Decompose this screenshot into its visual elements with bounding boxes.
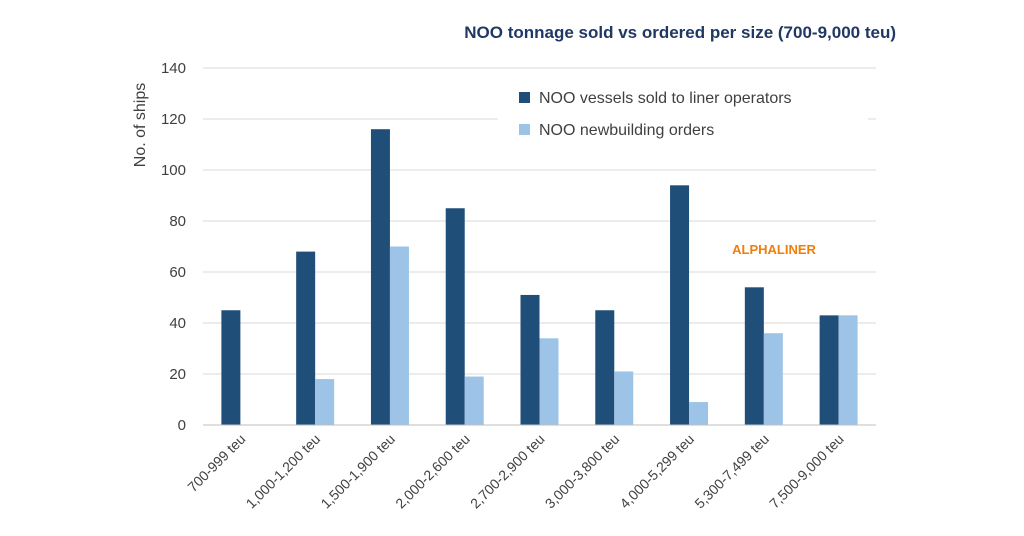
bar-sold-6 [670, 185, 690, 425]
y-tick-label: 120 [161, 111, 186, 128]
x-tick-label: 4,000-5,299 teu [617, 431, 698, 512]
legend-swatch-sold [519, 92, 530, 103]
bar-sold-0 [221, 310, 241, 425]
x-tick-label: 700-999 teu [184, 431, 248, 495]
x-tick-label: 2,000-2,600 teu [392, 431, 473, 512]
y-axis-label: No. of ships [132, 83, 149, 167]
x-tick-label: 2,700-2,900 teu [467, 431, 548, 512]
legend-swatch-orders [519, 124, 530, 135]
y-tick-label: 0 [178, 417, 186, 434]
bar-sold-2 [370, 129, 390, 425]
y-tick-label: 140 [161, 60, 186, 77]
bar-sold-1 [296, 251, 316, 425]
bar-sold-5 [595, 310, 615, 425]
y-tick-label: 100 [161, 162, 186, 179]
bar-orders-3 [464, 376, 484, 425]
bar-sold-7 [744, 287, 764, 425]
legend: NOO vessels sold to liner operators NOO … [498, 78, 868, 148]
legend-label-orders: NOO newbuilding orders [539, 122, 714, 139]
y-tick-label: 60 [169, 264, 186, 281]
x-tick-label: 1,500-1,900 teu [317, 431, 398, 512]
bar-sold-3 [445, 208, 465, 425]
x-tick-label: 3,000-3,800 teu [542, 431, 623, 512]
bars [221, 129, 858, 425]
bar-orders-4 [539, 338, 559, 425]
y-axis-ticks: 0 20 40 60 80 100 120 140 [161, 60, 186, 434]
bar-orders-1 [315, 379, 335, 425]
bar-orders-7 [763, 333, 783, 425]
bar-orders-2 [389, 246, 409, 425]
y-tick-label: 80 [169, 213, 186, 230]
bar-sold-4 [520, 294, 540, 425]
bar-orders-6 [689, 402, 709, 425]
x-tick-label: 5,300-7,499 teu [691, 431, 772, 512]
x-tick-label: 1,000-1,200 teu [243, 431, 324, 512]
bar-orders-5 [614, 371, 634, 425]
bar-sold-8 [819, 315, 839, 425]
alphaliner-watermark: ALPHALINER [732, 242, 816, 257]
y-tick-label: 40 [169, 315, 186, 332]
y-tick-label: 20 [169, 366, 186, 383]
bar-orders-8 [838, 315, 858, 425]
legend-label-sold: NOO vessels sold to liner operators [539, 90, 792, 107]
chart-title: NOO tonnage sold vs ordered per size (70… [464, 23, 896, 42]
legend-background [498, 78, 868, 148]
x-tick-label: 7,500-9,000 teu [766, 431, 847, 512]
